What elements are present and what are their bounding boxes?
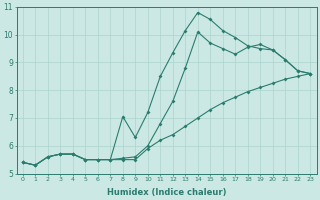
X-axis label: Humidex (Indice chaleur): Humidex (Indice chaleur) [107, 188, 226, 197]
